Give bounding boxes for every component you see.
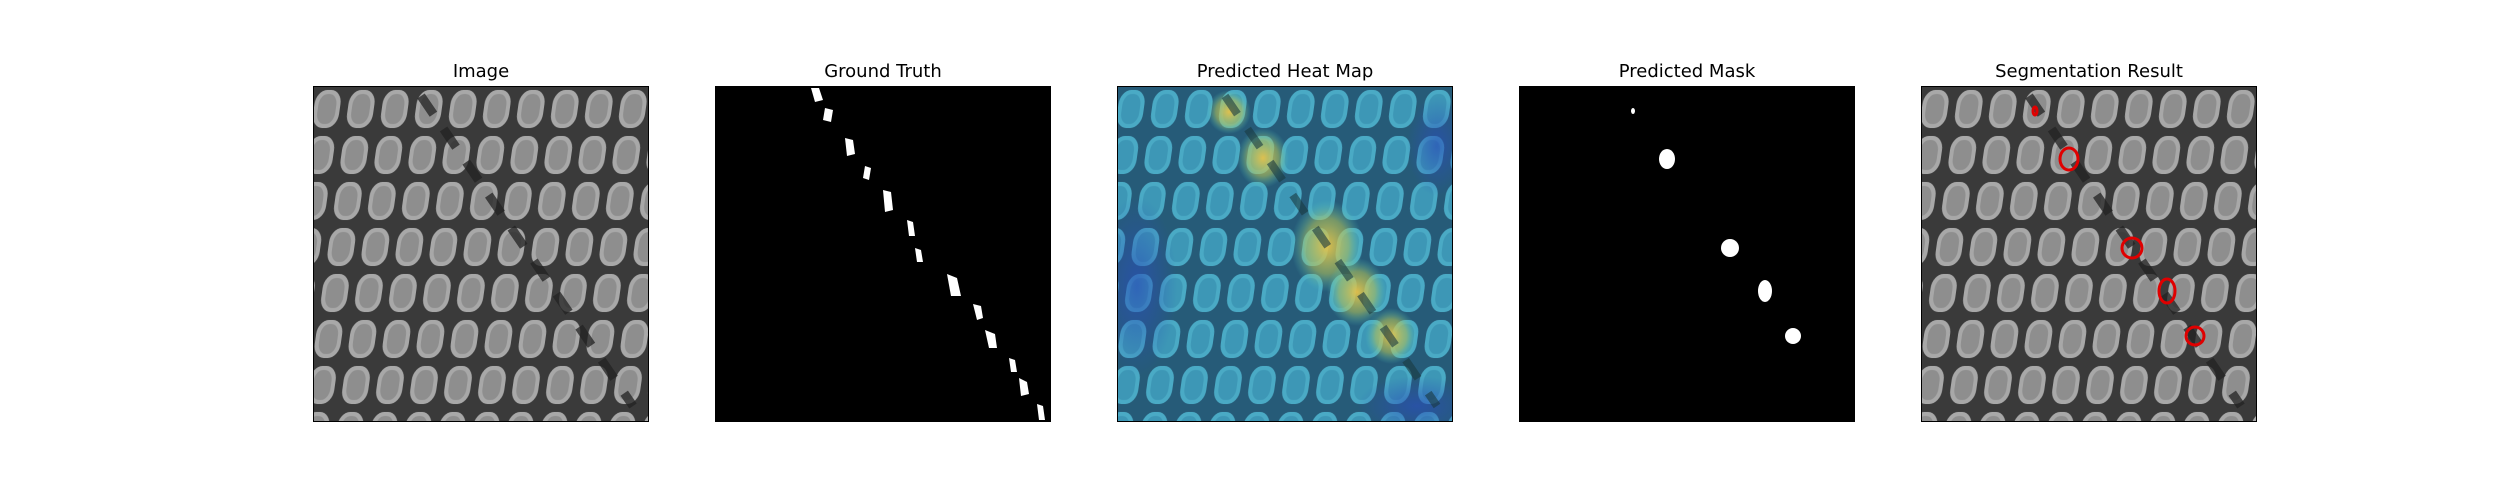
- panel-title-segmentation-result: Segmentation Result: [1995, 61, 2183, 82]
- predicted-mask: [1519, 86, 1855, 422]
- panel-title-ground-truth: Ground Truth: [824, 61, 942, 82]
- segmentation-result: [1921, 86, 2257, 422]
- panel-heatmap: Predicted Heat Map: [1117, 61, 1453, 423]
- panel-segmentation-result: Segmentation Result: [1921, 61, 2257, 423]
- panel-title-heatmap: Predicted Heat Map: [1196, 61, 1374, 82]
- panel-title-image: Image: [452, 61, 510, 82]
- panel-title-predicted-mask: Predicted Mask: [1618, 61, 1756, 82]
- input-image: [313, 86, 649, 422]
- ground-truth-mask: [715, 86, 1051, 422]
- panel-image: Image: [313, 61, 649, 423]
- predicted-heatmap: [1117, 86, 1453, 422]
- panel-ground-truth: Ground Truth: [715, 61, 1051, 423]
- panel-predicted-mask: Predicted Mask: [1519, 61, 1855, 423]
